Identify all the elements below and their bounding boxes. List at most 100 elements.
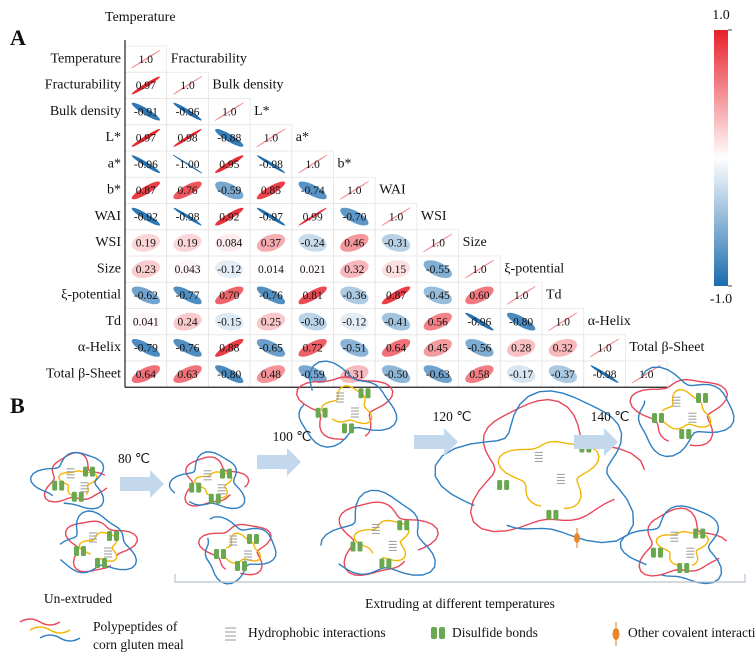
cell-label: -0.96 [467,316,491,328]
cell-label: 0.64 [386,343,406,355]
correlation-ellipse [215,128,244,147]
correlation-ellipse [340,181,369,199]
arrow [257,448,301,476]
polypeptide [296,376,394,440]
correlation-ellipse [423,338,452,357]
cell-label: -0.12 [342,316,366,328]
correlation-ellipse [423,234,452,252]
row-label: Bulk density [50,104,121,119]
disulfide [497,479,503,490]
correlation-ellipse [548,313,577,331]
column-label: a* [296,130,309,145]
correlation-ellipse [256,155,286,174]
panel-label: A [10,25,26,50]
cell-label: 0.23 [136,264,156,276]
row-label: Size [97,261,121,276]
disulfide [650,547,656,558]
cell-label: -0.96 [176,106,200,118]
correlation-ellipse [423,260,452,279]
disulfide [215,493,221,504]
cell-label: -0.50 [384,369,408,381]
cell-label: -0.96 [134,159,158,171]
cell-label: -0.56 [467,343,491,355]
step-label: 100 ℃ [273,429,312,444]
correlation-ellipse [298,312,327,331]
polypeptide [497,440,600,510]
colorbar-label: 1.0 [712,8,730,23]
disulfide [652,413,657,423]
row-label: a* [108,156,121,171]
correlation-ellipse [506,312,536,331]
column-label: WAI [379,183,406,198]
colorbar-ticks: 1.0 -1.0 [710,8,732,307]
polypeptide [661,389,712,430]
row-label: b* [107,183,121,198]
disulfide [657,547,663,558]
column-label: b* [338,156,352,171]
correlation-ellipse [173,102,202,121]
polypeptide [353,519,410,562]
correlation-ellipse [131,207,161,226]
correlation-ellipse [423,365,452,384]
disulfide [379,558,385,569]
correlation-ellipse [215,207,244,226]
cell-label: 0.37 [261,238,281,250]
disulfide [220,468,225,479]
disulfide [214,549,219,559]
disulfide [686,429,692,439]
disulfide [679,429,685,439]
cell-label: 1.0 [139,54,154,66]
disulfide [254,534,259,544]
cell-label: 1.0 [472,264,487,276]
correlation-ellipse [131,128,161,147]
correlation-ellipse [506,365,536,384]
cell-label: -0.12 [217,264,241,276]
disulfide [247,534,252,544]
polypeptide [59,510,138,574]
correlation-ellipse [173,260,202,279]
row-label: WAI [95,209,122,224]
cell-label: -0.80 [217,369,241,381]
cell-label: -0.17 [509,369,533,381]
disulfide [221,549,226,559]
disulfide [349,423,354,434]
cell-label: 0.19 [136,238,156,250]
legend-swatch [431,627,445,639]
disulfide [196,482,202,493]
correlation-ellipse [173,181,202,200]
row-label: WSI [95,235,121,250]
disulfide [386,558,392,569]
legend-swatch [39,634,81,642]
disulfide [322,407,328,418]
cell-label: -0.59 [301,369,325,381]
cell-label: -0.65 [259,343,283,355]
arrow [120,470,164,498]
disulfide [83,466,88,477]
column-label: Fracturability [171,51,247,66]
correlation-ellipse [131,50,160,68]
cell-label: 0.76 [177,185,197,197]
correlation-ellipse [173,128,202,147]
correlation-ellipse [465,286,494,305]
correlation-ellipse [215,103,244,121]
correlation-ellipse [298,207,327,226]
legend-label: Hydrophobic interactions [248,625,386,640]
disulfide [504,479,510,490]
correlation-ellipse [298,338,327,357]
row-label: ξ-potential [61,288,121,303]
cell-label: 0.81 [303,290,323,302]
column-label: ξ-potential [504,261,564,276]
polypeptide [30,451,105,510]
correlation-ellipse [423,286,452,305]
disulfide [684,563,690,574]
correlation-matrix: Temperature Temperature Fracturability Frac… [45,10,704,388]
correlation-ellipse [465,365,494,384]
cell-label: 0.45 [428,343,448,355]
correlation-ellipse [173,207,202,226]
correlation-ellipse [340,365,369,384]
correlation-ellipse [173,155,202,173]
correlation-ellipse [465,312,494,331]
arrow [574,428,618,456]
column-label: Td [546,288,562,303]
correlation-ellipse [173,76,202,94]
